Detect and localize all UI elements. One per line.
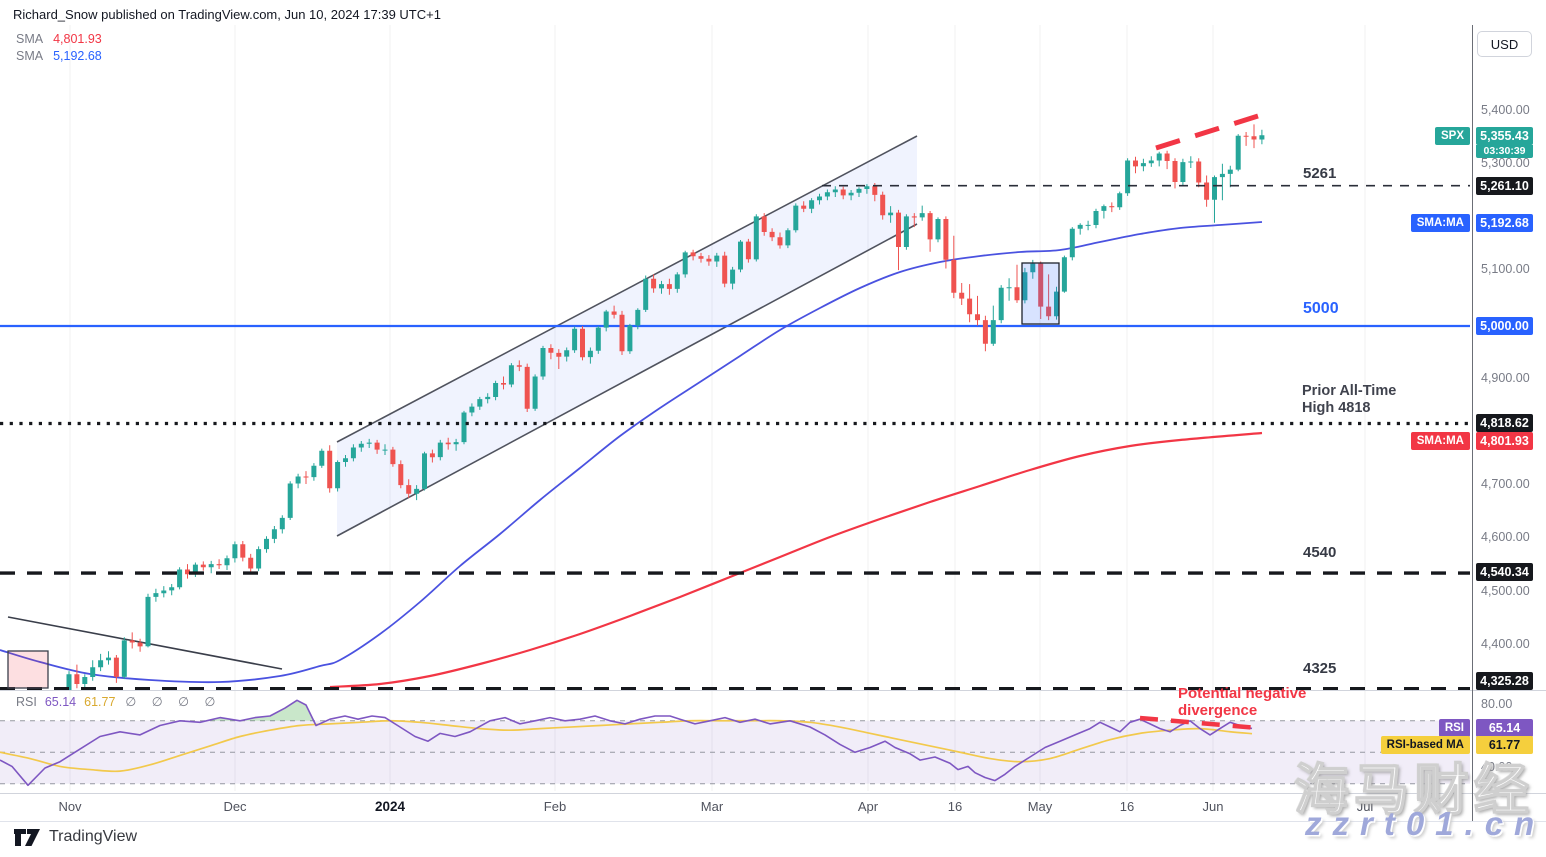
sma-fast-badge: 5,192.68 [1476,214,1533,232]
sma-slow-line[interactable] [329,431,1263,689]
price-scale-tick: 4,600.00 [1481,530,1530,544]
time-scale-label: 16 [1119,799,1135,814]
price-scale-tick: 4,500.00 [1481,584,1530,598]
price-scale-tick: 5,300.00 [1481,156,1530,170]
sma-slow-label-badge: SMA:MA [1410,432,1470,450]
rsi-pane[interactable] [0,699,1470,787]
rsi-legend-row[interactable]: RSI 65.14 61.77 ∅ ∅ ∅ ∅ [16,694,221,710]
time-scale-label: Jun [1202,799,1224,814]
price-scale-tick: 40.00 [1481,760,1513,774]
time-scale-label: Mar [700,799,724,814]
level-5261-badge: 5,261.10 [1476,177,1533,195]
price-pane[interactable] [0,113,1470,704]
rsi-line[interactable] [0,699,1253,787]
sma-fast-legend-value: 5,192.68 [53,49,102,63]
level-4540-badge: 4,540.34 [1476,563,1533,581]
candle-bodies-up[interactable] [66,135,1265,697]
spx-last-price-label-badge: SPX [1434,127,1470,145]
rsi-value-label-badge: RSI [1438,719,1470,737]
prior-ath-line1: Prior All-Time [1302,383,1397,399]
currency-button[interactable]: USD [1477,31,1532,57]
rsi-legend-null-params: ∅ ∅ ∅ ∅ [125,695,222,709]
rsi-ma-value-label-badge: RSI-based MA [1380,736,1470,754]
prior-ath-label[interactable]: Prior All-Time High 4818 [1302,383,1396,416]
tradingview-logo-icon [14,828,40,846]
rsi-ma-line[interactable] [0,719,1253,773]
level-4818-badge: 4,818.62 [1476,414,1533,432]
time-scale-label: Jul [1356,799,1374,814]
sma-slow-legend-value: 4,801.93 [53,32,102,46]
publish-header: Richard_Snow published on TradingView.co… [13,7,441,22]
time-scale-label: Feb [543,799,567,814]
spx-last-price-countdown: 03:30:39 [1476,145,1533,158]
candle-wicks-up[interactable] [68,129,1263,704]
level-label-4325[interactable]: 4325 [1303,660,1337,677]
rsi-overbought-fill [206,700,314,721]
prior-ath-line2: High 4818 [1302,399,1371,416]
channel-line[interactable] [336,223,918,537]
time-scale-label: Dec [223,799,247,814]
price-scale-tick: 4,400.00 [1481,637,1530,651]
rsi-ma-legend-value: 61.77 [84,695,116,709]
sma-slow-legend-label: SMA [16,32,44,46]
blue-highlight-box[interactable] [1021,262,1060,325]
time-scale-label: 16 [947,799,963,814]
tradingview-brand-text: TradingView [49,828,138,845]
level-label-5261[interactable]: 5261 [1303,165,1337,182]
time-scale-label: May [1027,799,1053,814]
price-scale-tick: 80.00 [1481,697,1513,711]
sma-fast-legend-row[interactable]: SMA 5,192.68 [16,48,102,65]
time-scale-label: 2024 [374,799,406,814]
rsi-legend-value: 65.14 [44,695,77,709]
divergence-line1: Potential negative [1178,685,1307,702]
time-scale-label: Nov [58,799,82,814]
price-divergence-dashes[interactable] [1155,113,1259,151]
pink-highlight-box[interactable] [7,650,49,689]
price-scale-tick: 5,100.00 [1481,262,1530,276]
level-label-5000[interactable]: 5000 [1303,300,1339,317]
divergence-annotation[interactable]: Potential negative divergence [1178,685,1307,719]
footer-branding[interactable]: TradingView [14,828,137,846]
rsi-divergence-dashes[interactable] [1139,715,1259,731]
rsi-ma-value-badge: 61.77 [1476,736,1533,754]
level-5000-badge: 5,000.00 [1476,317,1533,335]
rsi-legend-label: RSI [16,695,37,709]
sma-slow-badge: 4,801.93 [1476,432,1533,450]
level-label-4540[interactable]: 4540 [1303,544,1337,561]
indicator-legend: SMA 4,801.93 SMA 5,192.68 [16,31,102,65]
spx-last-price-badge: 5,355.43 [1476,127,1533,145]
price-scale-tick: 4,900.00 [1481,371,1530,385]
sma-fast-legend-label: SMA [16,49,44,63]
sma-fast-label-badge: SMA:MA [1410,214,1470,232]
price-scale-tick: 5,400.00 [1481,103,1530,117]
divergence-line2: divergence [1178,701,1258,719]
channel-line[interactable] [336,135,918,443]
sma-slow-legend-row[interactable]: SMA 4,801.93 [16,31,102,48]
rsi-value-badge: 65.14 [1476,719,1533,737]
price-scale-tick: 4,700.00 [1481,477,1530,491]
time-scale-label: Apr [857,799,879,814]
level-4325-badge: 4,325.28 [1476,672,1533,690]
resistance-trendline[interactable] [7,616,283,670]
sma-fast-line[interactable] [0,221,1263,684]
candle-wicks-down[interactable] [76,124,1255,689]
